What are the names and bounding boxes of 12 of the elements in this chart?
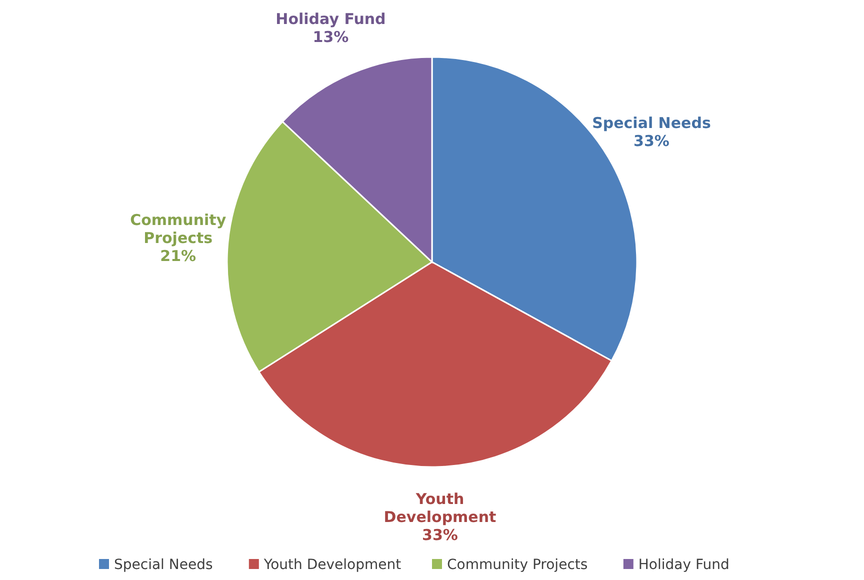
slice-label: Youth Development — [384, 490, 496, 526]
slice-label: Community Projects — [130, 211, 226, 247]
legend-label: Holiday Fund — [638, 557, 730, 573]
slice-label: Special Needs — [592, 114, 711, 132]
data-label: 21% — [160, 247, 196, 265]
slice-label: Holiday Fund — [276, 10, 386, 28]
data-label: 33% — [422, 526, 458, 544]
data-label: 33% — [634, 132, 670, 150]
data-label: 13% — [312, 28, 349, 46]
legend-label: Special Needs — [114, 557, 213, 573]
legend-label: Community Projects — [447, 557, 588, 573]
legend-label: Youth Development — [262, 557, 402, 573]
